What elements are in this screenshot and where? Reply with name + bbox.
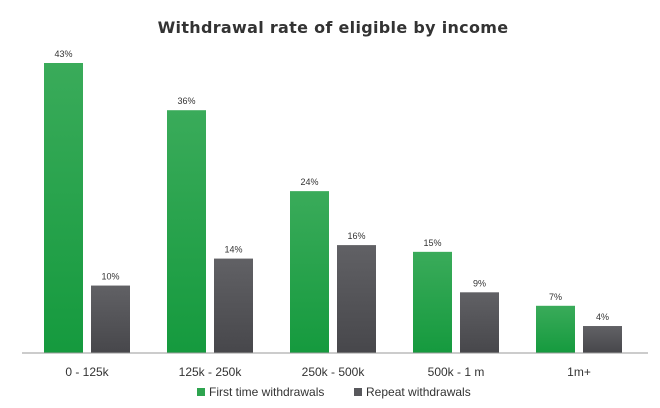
bar-first-time-3: [413, 251, 452, 353]
data-label: 14%: [224, 245, 242, 255]
legend-label-first-time: First time withdrawals: [209, 385, 324, 399]
bars-layer: 43% 10% 36% 14% 24% 16% 15% 9% 7% 4%: [44, 49, 622, 353]
bar-first-time-0: [44, 63, 83, 353]
x-tick-label: 125k - 250k: [179, 365, 243, 379]
bar-repeat-2: [337, 245, 376, 353]
x-tick-label: 500k - 1 m: [428, 365, 485, 379]
bar-repeat-3: [460, 292, 499, 353]
data-label: 10%: [101, 272, 119, 282]
data-label: 36%: [177, 96, 195, 106]
data-label: 9%: [473, 278, 486, 288]
x-axis-ticks: 0 - 125k 125k - 250k 250k - 500k 500k - 1 m…: [65, 365, 591, 379]
bar-first-time-2: [290, 191, 329, 353]
bar-repeat-4: [583, 326, 622, 353]
legend-swatch-repeat: [354, 388, 362, 396]
x-tick-label: 250k - 500k: [302, 365, 366, 379]
chart-title: Withdrawal rate of eligible by income: [158, 18, 509, 37]
bar-repeat-0: [91, 285, 130, 353]
x-tick-label: 1m+: [567, 365, 591, 379]
legend: First time withdrawals Repeat withdrawals: [197, 385, 471, 399]
data-label: 43%: [54, 49, 72, 59]
data-label: 7%: [549, 292, 562, 302]
x-tick-label: 0 - 125k: [65, 365, 109, 379]
bar-repeat-1: [214, 258, 253, 353]
data-label: 24%: [300, 177, 318, 187]
data-label: 15%: [423, 238, 441, 248]
data-label: 4%: [596, 312, 609, 322]
legend-label-repeat: Repeat withdrawals: [366, 385, 471, 399]
bar-first-time-4: [536, 305, 575, 353]
data-label: 16%: [347, 231, 365, 241]
legend-swatch-first-time: [197, 388, 205, 396]
bar-first-time-1: [167, 110, 206, 353]
